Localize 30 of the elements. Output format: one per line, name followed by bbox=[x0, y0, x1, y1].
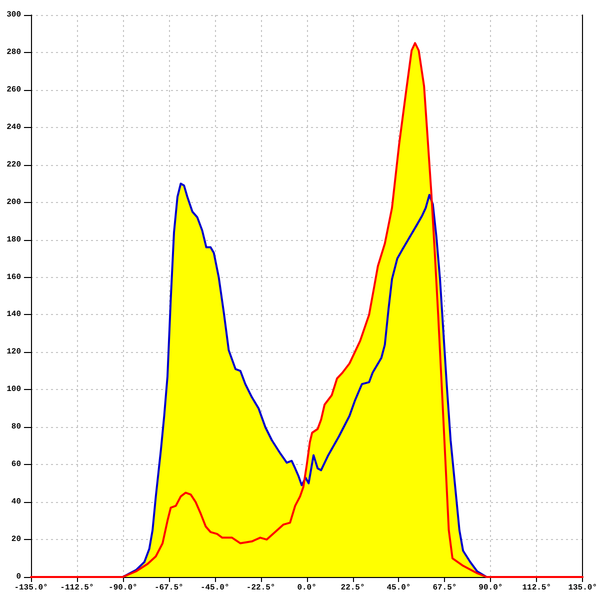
x-tick-label: -90.0° bbox=[108, 584, 138, 592]
y-tick-label: 20 bbox=[11, 535, 22, 544]
y-tick-label: 60 bbox=[11, 460, 22, 470]
x-tick-label: 135.0° bbox=[568, 584, 598, 592]
x-tick-label: 67.5° bbox=[432, 584, 457, 592]
y-tick-label: 180 bbox=[6, 235, 22, 244]
line-series bbox=[122, 182, 488, 578]
y-tick-label: 220 bbox=[6, 160, 22, 170]
y-tick-label: 40 bbox=[11, 498, 22, 507]
y-tick-label: 300 bbox=[6, 10, 22, 20]
x-tick-label: -112.5° bbox=[60, 584, 94, 592]
y-tick-label: 120 bbox=[6, 348, 22, 357]
x-tick-label: 112.5° bbox=[522, 584, 552, 592]
y-tick-label: 80 bbox=[11, 422, 22, 432]
x-tick-label: 45.0° bbox=[386, 584, 411, 592]
y-tick-label: 140 bbox=[6, 310, 22, 320]
x-tick-label: -135.0° bbox=[14, 584, 48, 592]
y-tick-label: 200 bbox=[6, 198, 22, 207]
y-tick-label: 0 bbox=[16, 572, 22, 582]
x-tick-label: 22.5° bbox=[340, 584, 365, 592]
x-tick-label: -45.0° bbox=[200, 584, 230, 592]
y-tick-label: 100 bbox=[6, 385, 22, 394]
x-tick-label: -22.5° bbox=[246, 584, 276, 592]
y-tick-label: 240 bbox=[6, 122, 22, 132]
x-tick-label: 90.0° bbox=[478, 584, 503, 592]
y-tick-label: 160 bbox=[6, 272, 22, 282]
y-tick-label: 280 bbox=[6, 48, 22, 57]
x-tick-label: -67.5° bbox=[154, 584, 184, 592]
x-tick-label: 0.0° bbox=[297, 584, 316, 592]
y-tick-label: 260 bbox=[6, 85, 22, 94]
